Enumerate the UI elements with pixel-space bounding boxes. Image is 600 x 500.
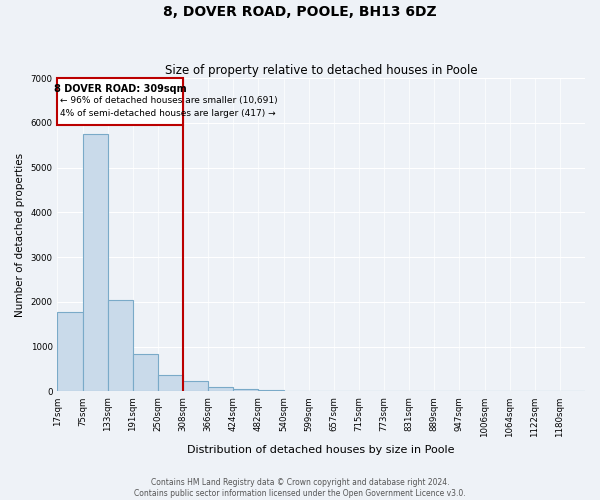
Text: Contains HM Land Registry data © Crown copyright and database right 2024.
Contai: Contains HM Land Registry data © Crown c… — [134, 478, 466, 498]
X-axis label: Distribution of detached houses by size in Poole: Distribution of detached houses by size … — [187, 445, 455, 455]
Text: 8, DOVER ROAD, POOLE, BH13 6DZ: 8, DOVER ROAD, POOLE, BH13 6DZ — [163, 5, 437, 19]
Text: 4% of semi-detached houses are larger (417) →: 4% of semi-detached houses are larger (4… — [60, 108, 275, 118]
Bar — [83, 134, 107, 392]
Bar — [107, 300, 133, 392]
FancyBboxPatch shape — [58, 78, 183, 125]
Bar — [233, 388, 259, 392]
Bar — [158, 375, 183, 392]
Bar — [208, 386, 233, 392]
Bar — [284, 390, 308, 392]
Y-axis label: Number of detached properties: Number of detached properties — [15, 152, 25, 317]
Text: 8 DOVER ROAD: 309sqm: 8 DOVER ROAD: 309sqm — [54, 84, 187, 94]
Bar — [259, 390, 284, 392]
Text: ← 96% of detached houses are smaller (10,691): ← 96% of detached houses are smaller (10… — [60, 96, 278, 105]
Title: Size of property relative to detached houses in Poole: Size of property relative to detached ho… — [165, 64, 478, 77]
Bar — [58, 312, 83, 392]
Bar — [133, 354, 158, 392]
Bar — [183, 381, 208, 392]
